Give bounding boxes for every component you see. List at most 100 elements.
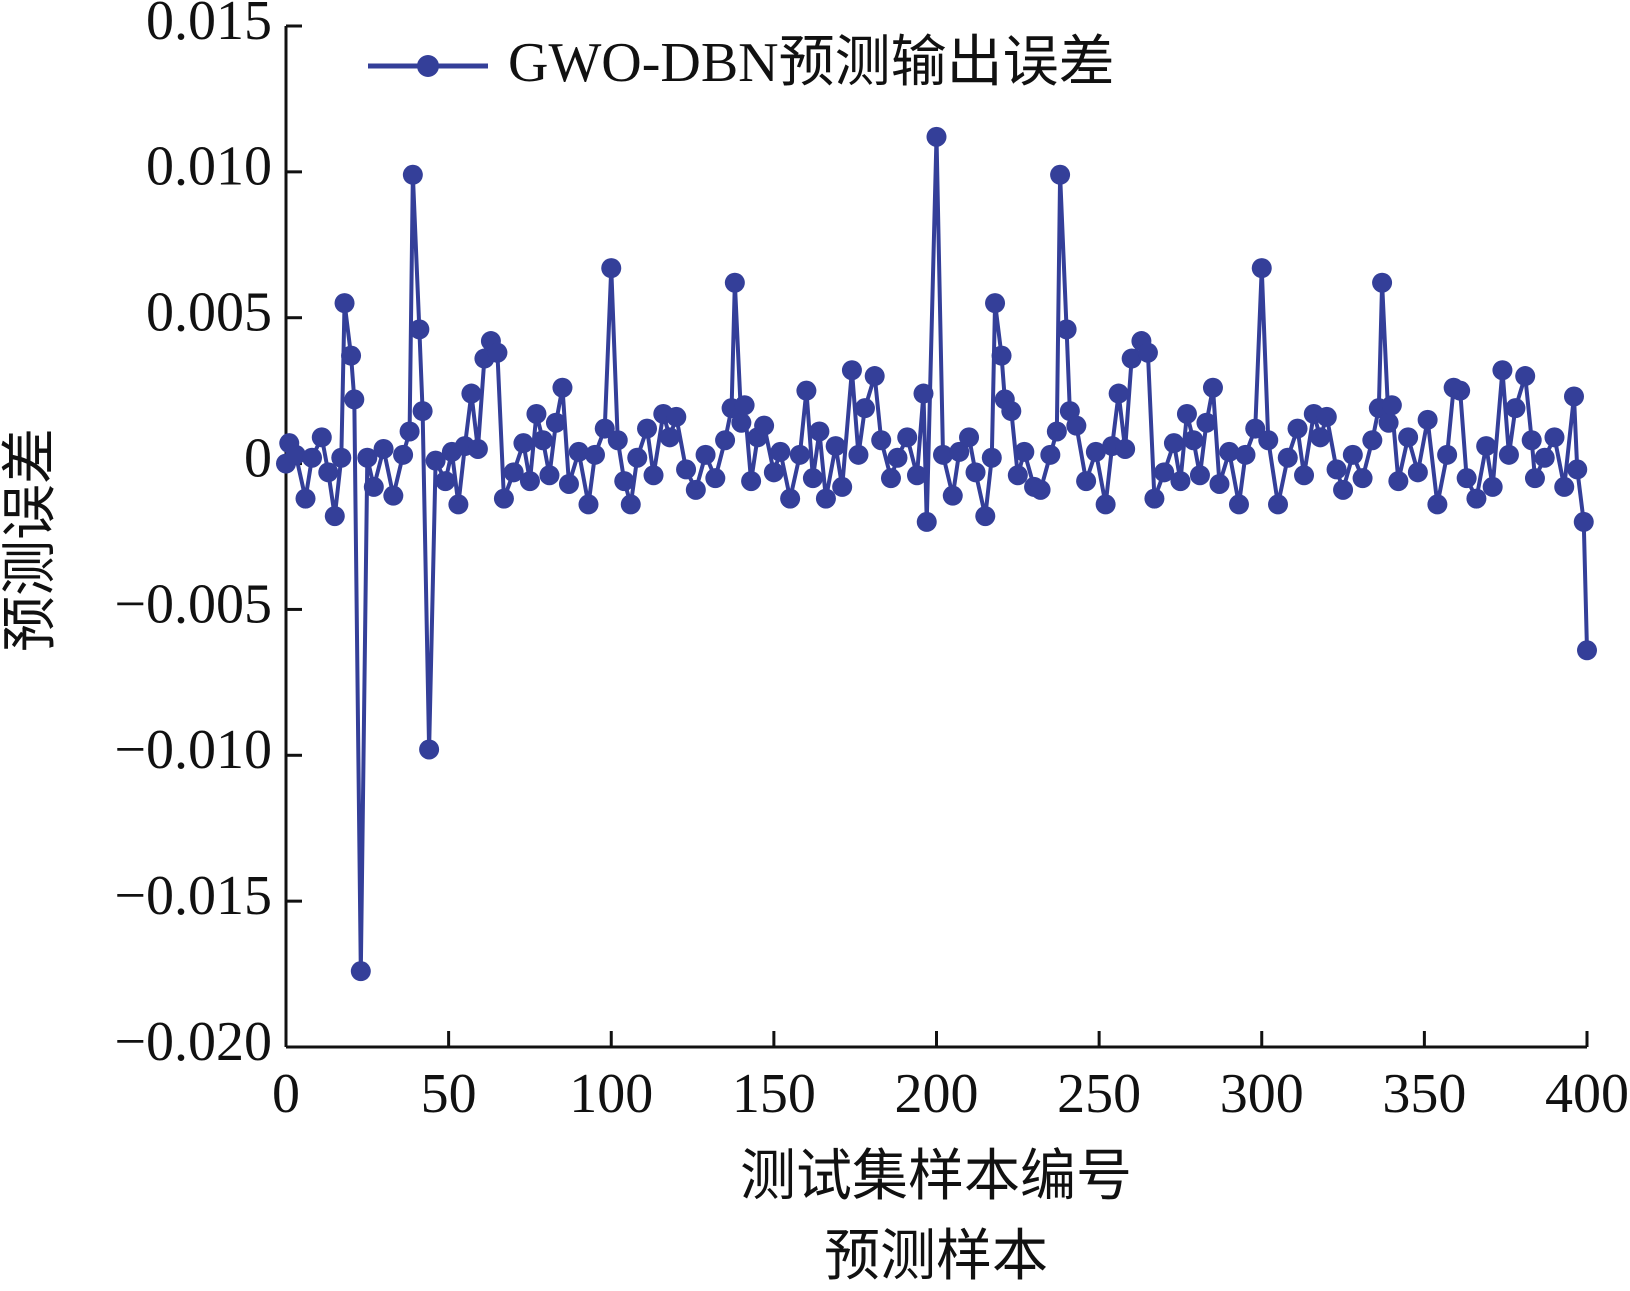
data-point — [334, 293, 355, 314]
data-point — [659, 427, 680, 448]
data-point — [705, 468, 726, 489]
data-point — [1544, 427, 1565, 448]
data-point — [461, 383, 482, 404]
data-point — [448, 494, 469, 515]
data-point — [685, 479, 706, 500]
data-point — [1505, 398, 1526, 419]
data-point — [1219, 441, 1240, 462]
data-point — [1121, 348, 1142, 369]
data-point — [1050, 164, 1071, 185]
data-point — [1170, 471, 1191, 492]
data-point — [926, 126, 947, 147]
data-point — [897, 427, 918, 448]
data-point — [1154, 462, 1175, 483]
data-point — [770, 441, 791, 462]
data-point — [825, 436, 846, 457]
data-point — [1268, 494, 1289, 515]
data-point — [1577, 640, 1597, 661]
data-point — [357, 447, 378, 468]
data-point — [666, 406, 687, 427]
data-point — [913, 383, 934, 404]
x-tick-label: 50 — [421, 1063, 477, 1125]
data-point — [854, 398, 875, 419]
data-point — [731, 412, 752, 433]
data-point — [1030, 479, 1051, 500]
data-point — [331, 447, 352, 468]
data-point — [1294, 465, 1315, 486]
y-tick-label: −0.015 — [114, 865, 272, 927]
data-point — [975, 506, 996, 527]
data-point — [1437, 444, 1458, 465]
x-tick-label: 250 — [1057, 1063, 1141, 1125]
data-point — [1163, 433, 1184, 454]
data-point — [763, 462, 784, 483]
data-point — [1228, 494, 1249, 515]
data-point — [552, 377, 573, 398]
data-point — [467, 438, 488, 459]
data-point — [832, 476, 853, 497]
data-point — [1362, 430, 1383, 451]
data-point — [1287, 418, 1308, 439]
data-point — [519, 471, 540, 492]
data-point — [991, 345, 1012, 366]
data-point — [724, 272, 745, 293]
data-point — [409, 319, 430, 340]
data-point — [350, 961, 371, 982]
data-point — [789, 444, 810, 465]
data-point — [1040, 444, 1061, 465]
data-point — [402, 164, 423, 185]
data-point — [1046, 421, 1067, 442]
data-point — [295, 488, 316, 509]
x-axis-label: 测试集样本编号 — [740, 1146, 1132, 1208]
caption: 预测样本 — [824, 1226, 1048, 1288]
data-point — [643, 465, 664, 486]
data-point — [916, 511, 937, 532]
x-tick-label: 200 — [895, 1063, 979, 1125]
data-point — [1137, 342, 1158, 363]
data-point — [532, 430, 553, 451]
data-point — [871, 430, 892, 451]
data-point — [802, 468, 823, 489]
data-point — [493, 488, 514, 509]
data-point — [344, 389, 365, 410]
data-point — [383, 485, 404, 506]
data-point — [1515, 366, 1536, 387]
data-point — [1196, 412, 1217, 433]
data-point — [526, 403, 547, 424]
data-point — [373, 438, 394, 459]
data-point — [1333, 479, 1354, 500]
x-tick-label: 100 — [569, 1063, 653, 1125]
data-point — [1108, 383, 1129, 404]
data-point — [1014, 441, 1035, 462]
data-point — [695, 444, 716, 465]
data-point — [848, 444, 869, 465]
data-point — [1245, 418, 1266, 439]
data-point — [1326, 459, 1347, 480]
data-point — [1085, 441, 1106, 462]
data-point — [1183, 430, 1204, 451]
data-point — [412, 401, 433, 422]
data-point — [1388, 471, 1409, 492]
data-point — [1398, 427, 1419, 448]
data-point — [780, 488, 801, 509]
data-point — [627, 447, 648, 468]
data-point — [503, 462, 524, 483]
data-point — [809, 421, 830, 442]
data-point — [285, 444, 306, 465]
data-point — [545, 412, 566, 433]
data-point — [949, 441, 970, 462]
data-point — [568, 441, 589, 462]
data-point — [754, 415, 775, 436]
data-point — [1235, 444, 1256, 465]
x-tick-label: 0 — [272, 1063, 300, 1125]
y-tick-label: −0.020 — [114, 1011, 272, 1073]
data-point — [324, 506, 345, 527]
data-point — [1563, 386, 1584, 407]
data-point — [341, 345, 362, 366]
data-point — [864, 366, 885, 387]
data-point — [880, 468, 901, 489]
data-point — [1482, 476, 1503, 497]
data-point — [815, 488, 836, 509]
data-point — [1176, 403, 1197, 424]
